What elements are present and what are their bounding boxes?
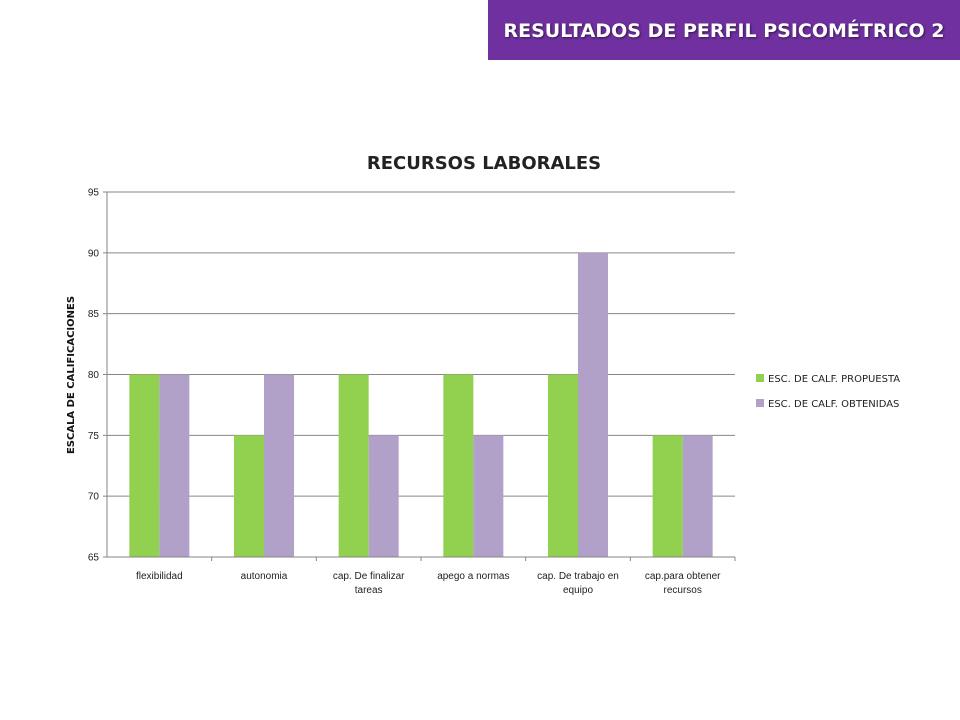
legend: ESC. DE CALF. PROPUESTA ESC. DE CALF. OBT… [756,374,900,410]
x-tick-label-line: cap.para obtener [645,571,721,582]
y-tick-label: 80 [88,370,100,381]
bar-obtenidas [368,435,399,557]
bars [129,252,713,558]
legend-label: ESC. DE CALF. PROPUESTA [768,374,900,385]
labels: 65 70 75 80 85 90 95 flexibilidad autonomia cap. … [88,188,721,597]
x-tick-label-line: apego a normas [437,571,509,582]
chart-title: RECURSOS LABORALES [367,153,601,174]
bar-obtenidas [578,252,608,558]
bar-propuesta [443,374,474,557]
x-tick-label-line: cap. De trabajo en [537,571,619,582]
x-tick-label: cap.para obtener recursos [645,571,721,596]
legend-label: ESC. DE CALF. OBTENIDAS [768,399,899,410]
legend-swatch [756,374,764,382]
bar-propuesta [548,374,578,557]
x-tick-label-line: flexibilidad [136,571,183,582]
x-tick-label-line: cap. De finalizar [333,571,405,582]
x-tick-label-line: recursos [663,585,701,596]
bar-propuesta [234,435,264,557]
bar-propuesta [129,374,160,557]
header-banner: RESULTADOS DE PERFIL PSICOMÉTRICO 2 [488,0,960,60]
axes [103,191,736,561]
x-tick-label: flexibilidad [136,571,183,582]
x-tick-label: apego a normas [437,571,509,582]
x-tick-label: cap. De trabajo en equipo [537,571,619,596]
x-tick-label-line: tareas [355,585,383,596]
gridlines [107,191,735,558]
bar-obtenidas [682,435,713,557]
y-tick-label: 65 [88,553,100,564]
y-tick-label: 75 [88,431,100,442]
y-tick-label: 90 [88,248,100,259]
x-tick-label-line: equipo [563,585,593,596]
bar-obtenidas [264,374,294,557]
legend-swatch [756,399,764,407]
bar-obtenidas [473,435,504,557]
y-axis-title: ESCALA DE CALIFICACIONES [66,296,77,454]
bar-propuesta [338,374,369,557]
x-tick-label: autonomia [241,571,288,582]
y-tick-label: 95 [88,188,100,199]
page-title: RESULTADOS DE PERFIL PSICOMÉTRICO 2 [503,20,945,42]
x-tick-label: cap. De finalizar tareas [333,571,405,596]
y-tick-label: 85 [88,309,100,320]
y-tick-label: 70 [88,492,100,503]
x-tick-label-line: autonomia [241,571,288,582]
bar-obtenidas [159,374,190,557]
bar-propuesta [652,435,683,557]
